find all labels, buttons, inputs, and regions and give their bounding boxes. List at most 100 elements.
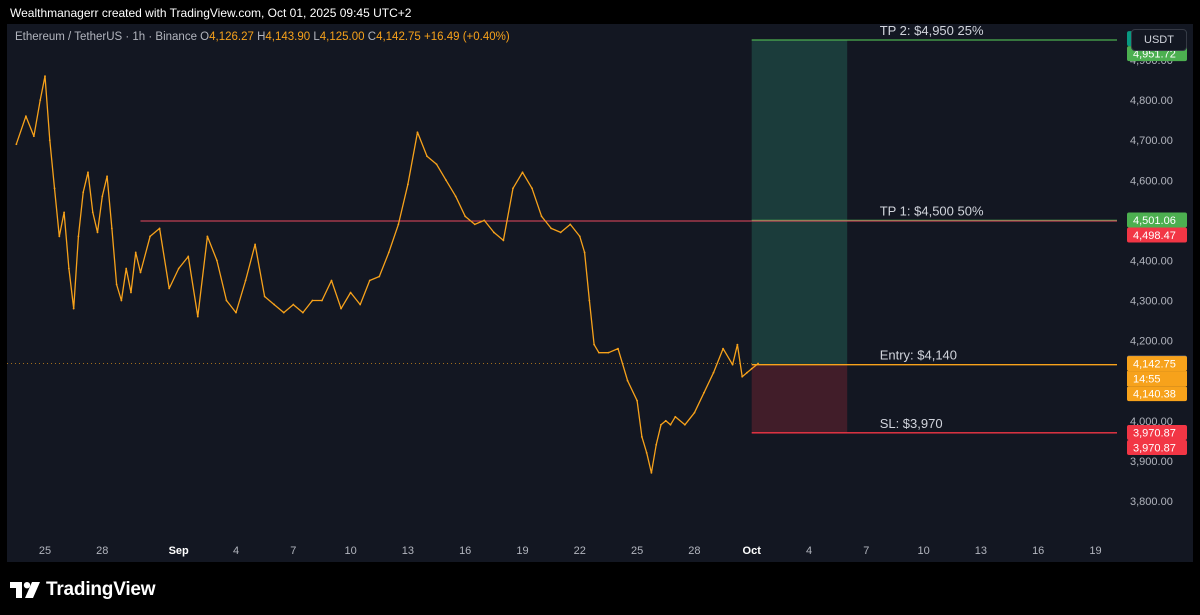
x-tick-label: Sep: [169, 545, 189, 557]
price-tag-label: 4,140.38: [1133, 389, 1176, 401]
y-tick-label: 4,200.00: [1130, 336, 1173, 348]
price-point: [368, 279, 371, 282]
currency-button[interactable]: USDT: [1131, 29, 1187, 51]
level-lines: [7, 39, 1117, 434]
price-point: [177, 267, 180, 270]
price-point: [263, 295, 266, 298]
price-point: [282, 311, 285, 314]
price-point: [359, 303, 362, 306]
open-value: 4,126.27: [209, 31, 254, 43]
price-point: [48, 139, 51, 142]
price-point: [607, 351, 610, 354]
y-tick-label: 4,300.00: [1130, 296, 1173, 308]
y-tick-label: 4,400.00: [1130, 255, 1173, 267]
price-point: [15, 143, 18, 146]
price-point: [168, 287, 171, 290]
price-point: [149, 235, 151, 238]
price-line: [15, 75, 759, 474]
x-tick-label: 7: [290, 545, 296, 557]
price-point: [712, 371, 715, 374]
price-chart[interactable]: TP 2: $4,950 25% TP 1: $4,500 50% Entry: $…: [7, 24, 1193, 562]
price-point: [669, 423, 672, 426]
x-tick-label: 28: [688, 545, 700, 557]
y-tick-label: 4,800.00: [1130, 95, 1173, 107]
price-point: [512, 187, 514, 190]
price-point: [397, 223, 400, 226]
x-tick-label: 22: [574, 545, 586, 557]
price-point: [645, 451, 648, 454]
price-point: [206, 235, 209, 238]
price-tag-bg: [1127, 227, 1187, 243]
symbol-legend: Ethereum / TetherUS · 1h · Binance O4,12…: [15, 31, 510, 43]
price-point: [120, 299, 123, 302]
price-point: [225, 299, 228, 302]
price-point: [67, 267, 70, 270]
price-point: [235, 311, 237, 314]
low-label: L: [313, 31, 320, 43]
price-tag-label: 3,970.87: [1133, 427, 1176, 439]
price-point: [25, 115, 27, 118]
price-point: [378, 275, 381, 278]
tradingview-logo-icon: [10, 582, 40, 598]
price-point: [722, 347, 724, 350]
price-point: [655, 443, 658, 446]
attribution-text: Wealthmanagerr created with TradingView.…: [10, 6, 412, 20]
low-value: 4,125.00: [319, 31, 365, 43]
price-point: [44, 75, 46, 78]
price-point: [301, 311, 304, 314]
price-point: [330, 279, 333, 282]
price-point: [583, 251, 586, 254]
x-tick-label: 4: [233, 545, 239, 557]
price-point: [736, 343, 739, 346]
price-point: [464, 215, 467, 218]
tp2-label: TP 2: $4,950 25%: [880, 24, 984, 38]
price-point: [445, 179, 447, 182]
countdown-label: 14:55: [1133, 374, 1161, 386]
price-point: [39, 99, 42, 102]
x-tick-label: 7: [863, 545, 869, 557]
price-point: [82, 191, 85, 194]
price-point: [158, 227, 161, 230]
price-point: [216, 259, 218, 262]
x-tick-label: 25: [631, 545, 643, 557]
price-point: [244, 279, 247, 282]
price-point: [757, 362, 759, 365]
symbol-name: Ethereum / TetherUS · 1h · Binance: [15, 31, 197, 43]
x-tick-label: 25: [39, 545, 51, 557]
price-tag-bg: [1127, 386, 1187, 402]
price-point: [683, 423, 686, 426]
price-tag-bg: [1127, 212, 1187, 228]
x-tick-label: 10: [917, 545, 929, 557]
x-tick-label: 4: [806, 545, 812, 557]
y-tick-label: 4,700.00: [1130, 135, 1173, 147]
profit-zone: [751, 40, 848, 365]
price-tag-bg: [1127, 424, 1187, 440]
high-label: H: [257, 31, 266, 43]
footer-logo-text: TradingView: [46, 579, 156, 600]
x-tick-label: 19: [1089, 545, 1101, 557]
price-point: [617, 347, 619, 350]
price-point: [63, 211, 65, 214]
sl-label: SL: $3,970: [880, 416, 943, 431]
price-point: [550, 227, 553, 230]
price-point: [101, 195, 104, 198]
y-tick-label: 3,800.00: [1130, 496, 1173, 508]
y-tick-label: 3,900.00: [1130, 456, 1173, 468]
price-point: [53, 187, 56, 190]
price-point: [559, 231, 562, 234]
price-point: [693, 411, 696, 414]
price-point: [58, 235, 61, 238]
change-value: +16.49 (+0.40%): [424, 31, 510, 43]
x-tick-label: 19: [516, 545, 528, 557]
close-value: 4,142.75: [376, 31, 421, 43]
x-tick-label: 16: [459, 545, 471, 557]
chart-frame[interactable]: Ethereum / TetherUS · 1h · Binance O4,12…: [7, 24, 1193, 562]
price-point: [531, 187, 533, 190]
price-point: [72, 307, 75, 310]
price-point: [426, 155, 428, 158]
price-point: [311, 299, 314, 302]
price-point: [540, 215, 543, 218]
price-point: [598, 351, 600, 354]
price-point: [340, 307, 342, 310]
price-point: [407, 183, 409, 186]
